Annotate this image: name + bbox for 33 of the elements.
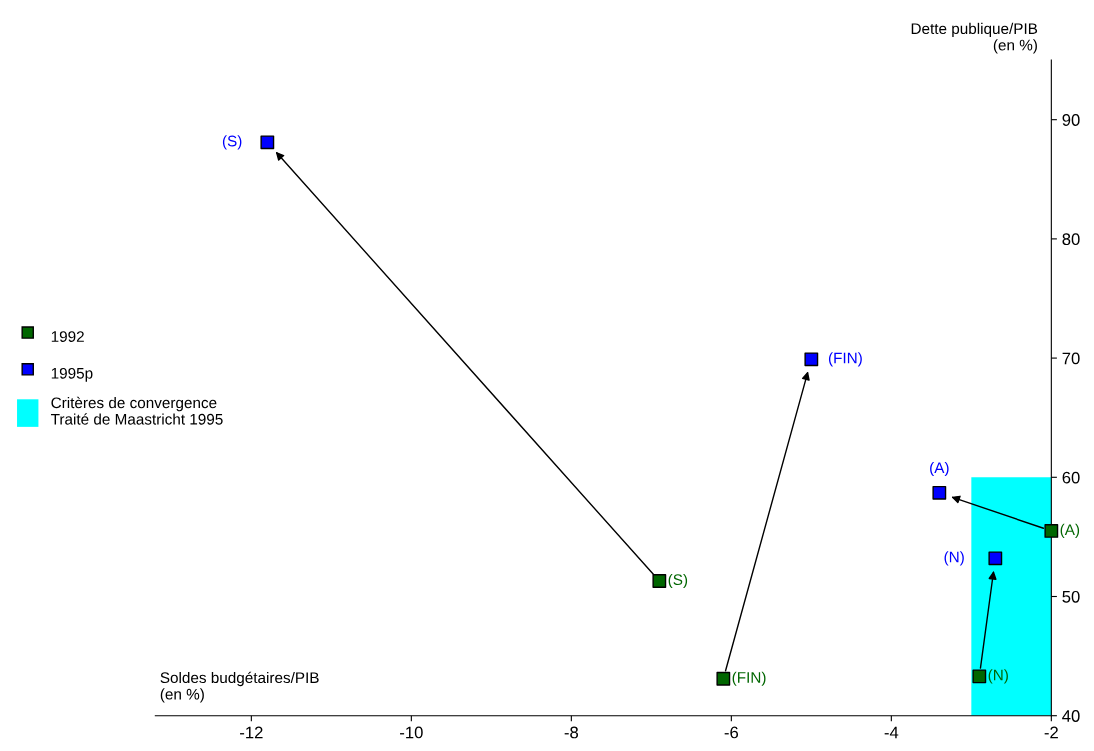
- point: [972, 669, 987, 684]
- x-tick-label: -6: [724, 726, 739, 739]
- x-tick-label: -12: [240, 726, 263, 739]
- x-tick-label: -8: [564, 726, 579, 739]
- point: [716, 671, 731, 686]
- data-label: (S): [222, 135, 242, 150]
- y-tick-label: 60: [1062, 471, 1080, 484]
- y-tick-label: 70: [1062, 352, 1080, 365]
- point: [804, 352, 819, 367]
- point: [1044, 524, 1059, 538]
- data-label: (A): [1060, 523, 1080, 539]
- data-label: (FIN): [732, 671, 766, 686]
- x-tick-label: -10: [400, 726, 423, 739]
- point: [260, 135, 275, 150]
- y-tick-label: 90: [1062, 114, 1080, 126]
- legend-label: 1995p: [51, 367, 93, 382]
- point: [988, 551, 1003, 566]
- y-axis-title: Dette publique/PIB (en %): [911, 22, 1038, 54]
- x-tick-label: -2: [1044, 726, 1058, 739]
- x-tick-label: -4: [884, 726, 899, 739]
- y-tick-label: 40: [1062, 710, 1080, 722]
- legend-label: Critères de convergence Traité de Maastricht 1995: [50, 396, 223, 425]
- data-label: (N): [944, 551, 964, 566]
- x-axis-title: Soldes budgétaires/PIB (en %): [160, 671, 319, 703]
- legend-label: 1992: [51, 331, 84, 342]
- data-label: (N): [988, 669, 1008, 684]
- data-label: (FIN): [828, 352, 862, 367]
- y-tick-label: 80: [1062, 233, 1080, 246]
- point: [932, 485, 947, 500]
- y-tick-label: 50: [1062, 590, 1080, 603]
- data-label: (A): [930, 461, 949, 477]
- point: [652, 574, 667, 588]
- data-label: (S): [668, 573, 688, 589]
